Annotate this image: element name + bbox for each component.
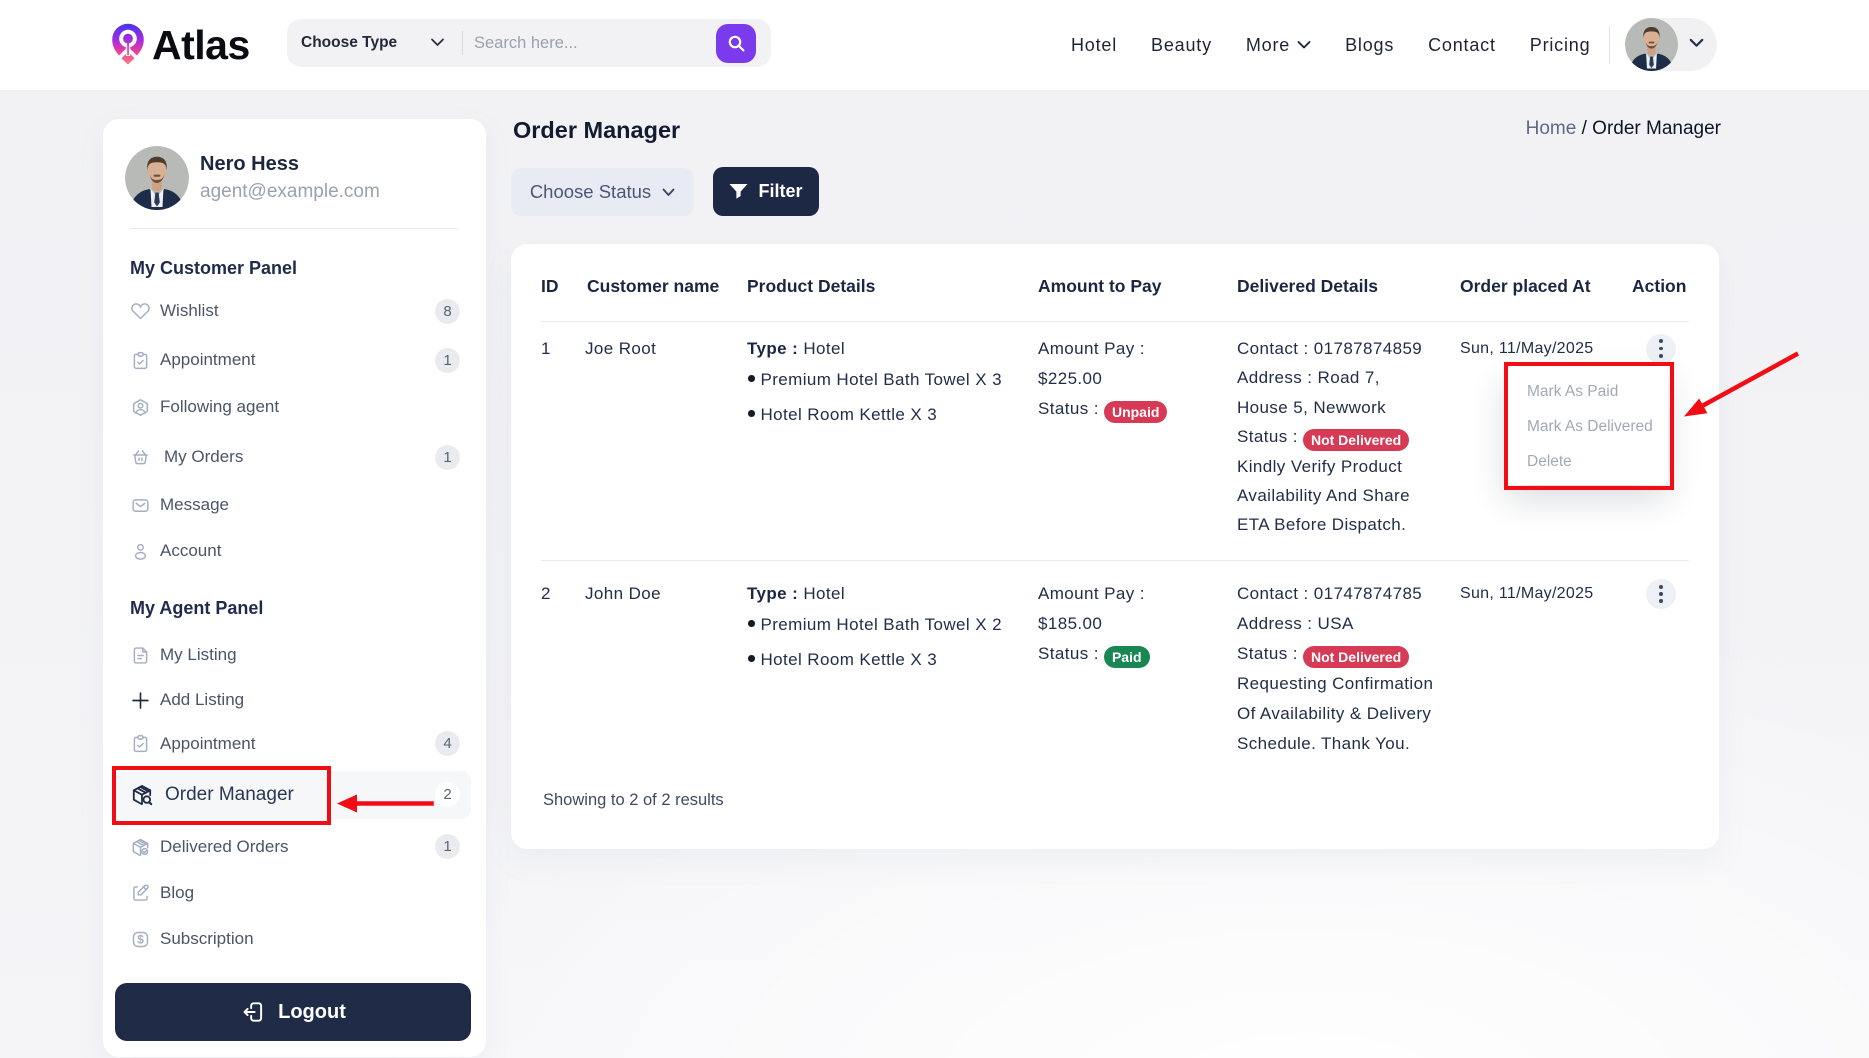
svg-text:$: $	[137, 932, 144, 946]
